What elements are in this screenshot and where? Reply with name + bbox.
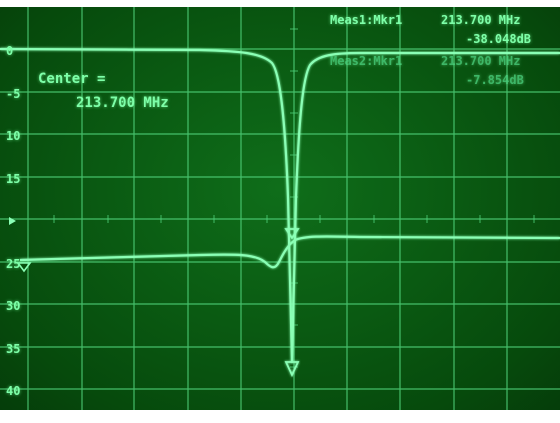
y-tick-label: 0 [6,44,14,58]
meas1-label: Meas1:Mkr1 [330,13,403,27]
y-tick-label: 35 [6,342,21,356]
center-frequency: 213.700 MHz [76,95,169,111]
trace-meas2 [19,235,560,269]
meas2-frequency: 213.700 MHz [441,54,521,68]
analyzer-screen: 0 -5 10 15 25 30 35 40 Center = 213.700 … [0,7,560,410]
y-tick-label: 15 [6,172,21,186]
scope-graticule-and-traces [0,7,560,410]
meas2-value: -7.854dB [466,73,524,87]
marker1-arrow-icon [284,361,300,378]
y-tick-label: 10 [6,129,21,143]
meas2-label: Meas2:Mkr1 [330,54,403,68]
y-tick-label: 30 [6,299,21,313]
marker2-arrow-icon [284,228,300,240]
trace-start-marker-icon [16,262,32,273]
y-tick-label: -5 [6,87,21,101]
meas1-value: -38.048dB [466,32,532,46]
center-label: Center = [38,71,106,87]
y-tick-label: 25 [6,257,21,271]
y-tick-label: 40 [6,384,21,398]
meas1-frequency: 213.700 MHz [441,13,521,27]
reference-marker-icon [9,217,16,225]
